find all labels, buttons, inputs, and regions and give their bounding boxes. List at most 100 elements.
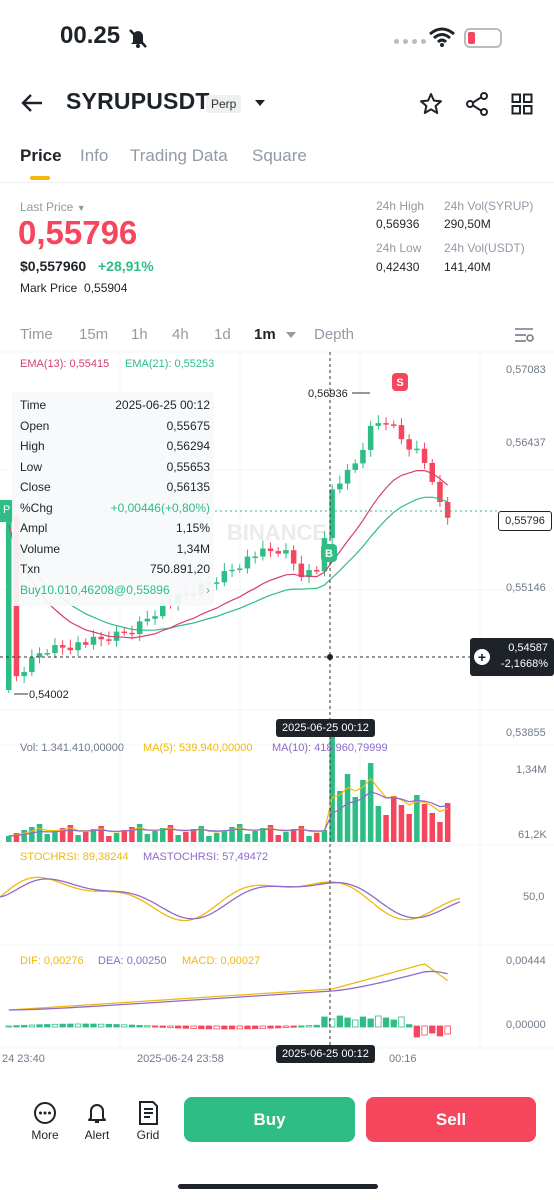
candle-body [306, 570, 312, 578]
tf-1d[interactable]: 1d [214, 326, 231, 343]
tab-divider [0, 182, 554, 183]
alert-label[interactable]: Alert [84, 1128, 110, 1142]
symbol-dropdown-icon[interactable] [254, 98, 266, 108]
vol-label: Vol: 1.341.410,00000 [20, 742, 124, 754]
volume-bar [314, 833, 320, 842]
x-axis-3: 00:16 [389, 1053, 417, 1065]
binance-watermark: BINANCE [227, 520, 327, 545]
tf-time[interactable]: Time [20, 326, 53, 343]
volume-bar [67, 825, 74, 842]
grid-bot-icon[interactable] [137, 1100, 159, 1126]
tf-1h[interactable]: 1h [131, 326, 148, 343]
ema21-line [8, 496, 448, 631]
tf-4h[interactable]: 4h [172, 326, 189, 343]
more-label[interactable]: More [31, 1128, 59, 1142]
back-arrow-icon[interactable] [20, 92, 44, 114]
volume-bar [383, 815, 389, 842]
candle-body [129, 632, 135, 635]
ema21-label: EMA(21): 0,55253 [125, 358, 215, 370]
vol-base-label: 24h Vol(SYRUP) [444, 199, 534, 213]
volume-bar [252, 831, 258, 842]
tt-low: Low 0,55653 [20, 460, 210, 474]
crosshair-pct: -2,1668% [500, 658, 548, 670]
low-value: 0,42430 [376, 260, 420, 274]
tf-depth[interactable]: Depth [314, 326, 355, 343]
volume-bar [152, 831, 158, 842]
macd-bar [190, 1025, 197, 1029]
current-price-tag[interactable]: 0,55796 [498, 511, 552, 531]
candle-body [437, 481, 443, 503]
candle-body [367, 425, 374, 450]
candle-body [290, 550, 297, 564]
macd-bar [405, 1024, 413, 1028]
alert-bell-icon[interactable] [85, 1101, 109, 1125]
signal-dots-icon [394, 39, 426, 44]
macd-bar [267, 1025, 274, 1029]
macd-bar [74, 1023, 82, 1028]
volume-bar [260, 828, 266, 842]
tab-trading-data[interactable]: Trading Data [130, 146, 228, 165]
volume-bar [144, 834, 151, 842]
volume-bar [221, 830, 228, 842]
macd-bar [228, 1025, 236, 1030]
volume-bar [160, 828, 166, 842]
tf-1m[interactable]: 1m [254, 326, 276, 343]
sell-button[interactable]: Sell [366, 1097, 536, 1142]
share-icon[interactable] [464, 91, 490, 117]
kline-chart[interactable]: BINANCE 0,56936 0,54002 S B [0, 350, 554, 1090]
volume-bar [298, 826, 305, 842]
candle-body [152, 616, 158, 619]
tf-15m[interactable]: 15m [79, 326, 109, 343]
buy-button[interactable]: Buy [184, 1097, 355, 1142]
candle-body [67, 647, 74, 651]
macd-bar [13, 1025, 20, 1028]
candle-body [6, 517, 12, 690]
vol-quote-value: 141,40M [444, 260, 491, 274]
volume-bar [13, 833, 20, 842]
macd-bar [367, 1018, 374, 1028]
add-order-icon[interactable]: + [474, 649, 490, 665]
star-icon[interactable] [419, 92, 443, 116]
tf-more-icon[interactable] [286, 331, 296, 339]
volume-bar [421, 804, 428, 842]
candle-body [391, 424, 397, 426]
volume-bar [59, 828, 66, 842]
candle-body [344, 469, 351, 484]
position-tag[interactable]: P [0, 500, 14, 522]
volume-bar [136, 824, 143, 842]
volume-bar [275, 835, 281, 842]
macd-bar [436, 1025, 444, 1037]
stoch-axis-mid: 50,0 [523, 891, 545, 903]
volume-bar [129, 827, 135, 842]
high-label: 24h High [376, 199, 425, 213]
last-price-label[interactable]: Last Price ▼ [20, 200, 86, 214]
candle-body [160, 603, 166, 617]
layout-grid-icon[interactable] [511, 93, 533, 115]
symbol-title[interactable]: SYRUPUSDT [66, 88, 210, 114]
ohlc-tooltip: Time 2025-06-25 00:12 Open 0,55675 High 0,5… [12, 392, 214, 606]
candle-body [83, 642, 89, 645]
tab-price[interactable]: Price [20, 146, 62, 165]
volume-bar [190, 829, 197, 842]
volume-bar [229, 827, 235, 842]
perp-badge: Perp [206, 95, 242, 113]
macd-bar [82, 1023, 89, 1028]
buy-signal [321, 544, 337, 562]
sell-signal [392, 373, 408, 391]
vol-axis-max: 1,34M [516, 764, 547, 776]
volume-bar [29, 827, 35, 842]
candle-body [275, 551, 281, 554]
volume-bar [337, 791, 343, 842]
candle-body [59, 645, 66, 648]
volume-bar [437, 822, 443, 842]
macd-bar [290, 1025, 297, 1028]
candle-body [429, 462, 435, 482]
tab-square[interactable]: Square [252, 146, 307, 165]
tab-info[interactable]: Info [80, 146, 109, 165]
chart-settings-icon[interactable] [513, 325, 535, 345]
crosshair-price-box: + 0,54587 -2,1668% [470, 638, 554, 676]
home-indicator[interactable] [178, 1184, 378, 1189]
more-icon[interactable] [33, 1101, 57, 1125]
price-change: +28,91% [98, 258, 154, 274]
grid-label[interactable]: Grid [136, 1128, 160, 1142]
